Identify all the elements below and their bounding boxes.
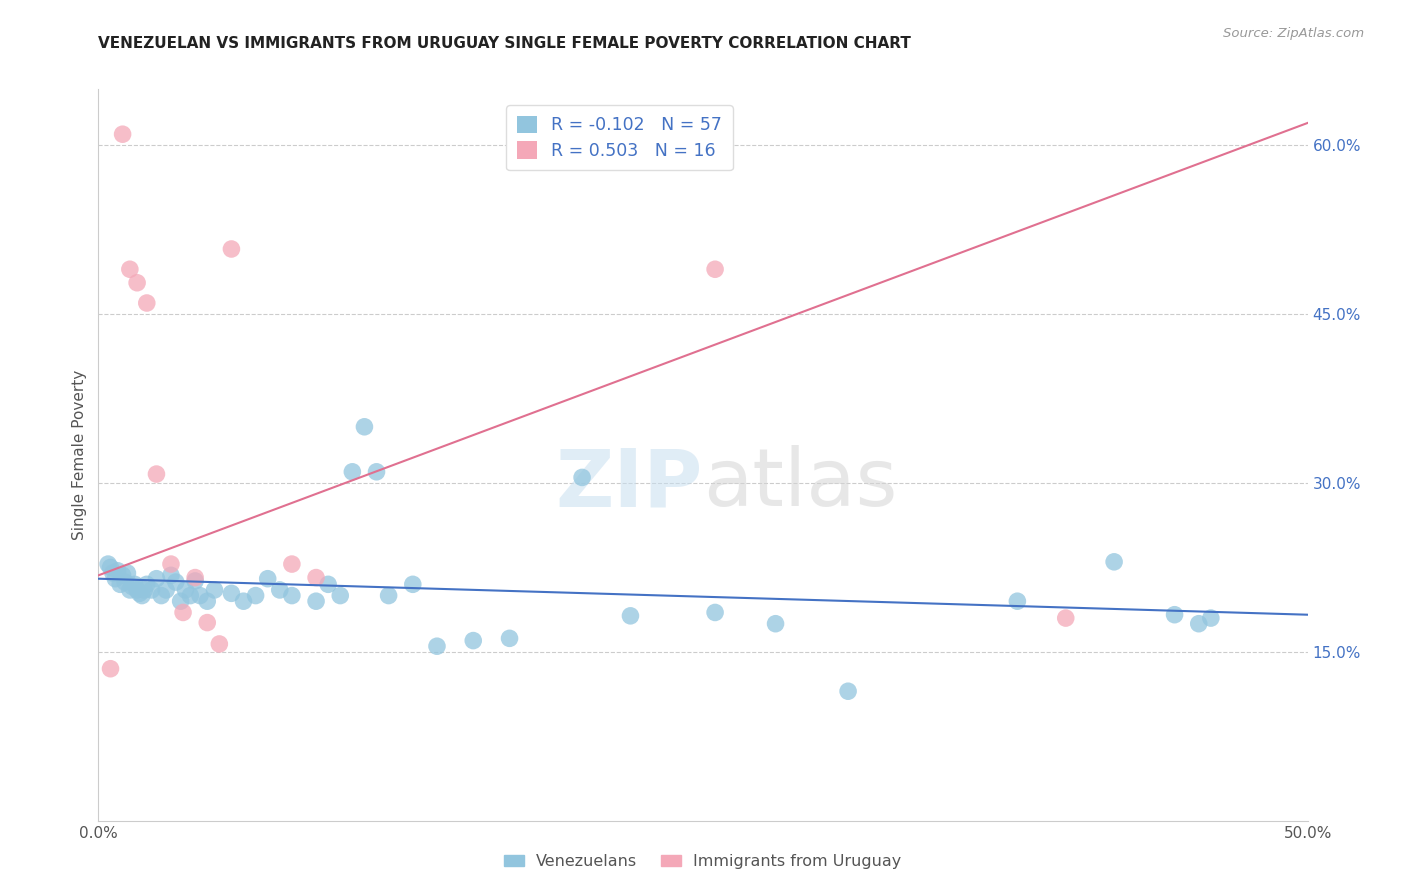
Point (124, 577, 146, 591)
Point (100, 662, 122, 676)
Point (1188, 616, 1211, 631)
Point (221, 586, 243, 600)
Point (114, 575, 136, 590)
Point (1054, 611, 1077, 625)
Text: VENEZUELAN VS IMMIGRANTS FROM URUGUAY SINGLE FEMALE POVERTY CORRELATION CHART: VENEZUELAN VS IMMIGRANTS FROM URUGUAY SI… (98, 36, 911, 51)
Point (155, 582, 177, 597)
Point (1007, 594, 1029, 608)
Text: ZIP: ZIP (555, 445, 703, 524)
Point (127, 582, 149, 597)
Point (281, 589, 304, 603)
Point (498, 632, 520, 646)
Point (150, 589, 173, 603)
Point (118, 262, 141, 277)
Point (765, 616, 787, 631)
Point (127, 276, 149, 290)
Point (837, 684, 859, 698)
Point (704, 606, 727, 620)
Point (704, 262, 727, 277)
Y-axis label: Single Female Poverty: Single Female Poverty (72, 370, 87, 540)
Point (426, 639, 449, 653)
Point (97, 557, 120, 571)
Point (121, 580, 143, 594)
Point (1199, 611, 1222, 625)
Point (232, 594, 254, 608)
Point (111, 127, 134, 141)
Point (160, 557, 183, 571)
Text: atlas: atlas (703, 445, 897, 524)
Point (204, 582, 226, 597)
Point (145, 467, 167, 481)
Point (316, 577, 339, 591)
Point (135, 577, 157, 591)
Point (366, 465, 388, 479)
Point (117, 566, 139, 580)
Point (245, 589, 267, 603)
Point (342, 465, 364, 479)
Point (111, 568, 134, 582)
Point (463, 633, 485, 648)
Point (165, 575, 187, 590)
Point (281, 557, 304, 571)
Legend: Venezuelans, Immigrants from Uruguay: Venezuelans, Immigrants from Uruguay (498, 847, 908, 875)
Point (402, 577, 425, 591)
Point (100, 560, 122, 574)
Point (131, 589, 153, 603)
Point (172, 606, 194, 620)
Point (107, 564, 129, 578)
Point (169, 594, 191, 608)
Point (353, 419, 375, 434)
Point (305, 571, 328, 585)
Point (174, 582, 197, 597)
Point (269, 582, 291, 597)
Point (1102, 555, 1125, 569)
Point (221, 242, 243, 256)
Point (141, 582, 163, 597)
Point (305, 594, 328, 608)
Point (134, 582, 156, 597)
Point (195, 594, 218, 608)
Point (184, 574, 207, 588)
Point (619, 608, 641, 623)
Point (1163, 607, 1185, 622)
Point (128, 586, 150, 600)
Point (184, 571, 207, 585)
Point (571, 470, 593, 484)
Point (329, 589, 352, 603)
Point (104, 572, 127, 586)
Point (118, 582, 141, 597)
Point (256, 572, 278, 586)
Point (208, 637, 231, 651)
Point (145, 572, 167, 586)
Point (108, 577, 131, 591)
Point (377, 589, 399, 603)
Point (188, 589, 211, 603)
Point (160, 568, 183, 582)
Text: Source: ZipAtlas.com: Source: ZipAtlas.com (1223, 27, 1364, 40)
Point (101, 566, 124, 580)
Point (135, 296, 157, 310)
Legend: R = -0.102   N = 57, R = 0.503   N = 16: R = -0.102 N = 57, R = 0.503 N = 16 (506, 105, 733, 170)
Point (195, 615, 218, 630)
Point (179, 589, 201, 603)
